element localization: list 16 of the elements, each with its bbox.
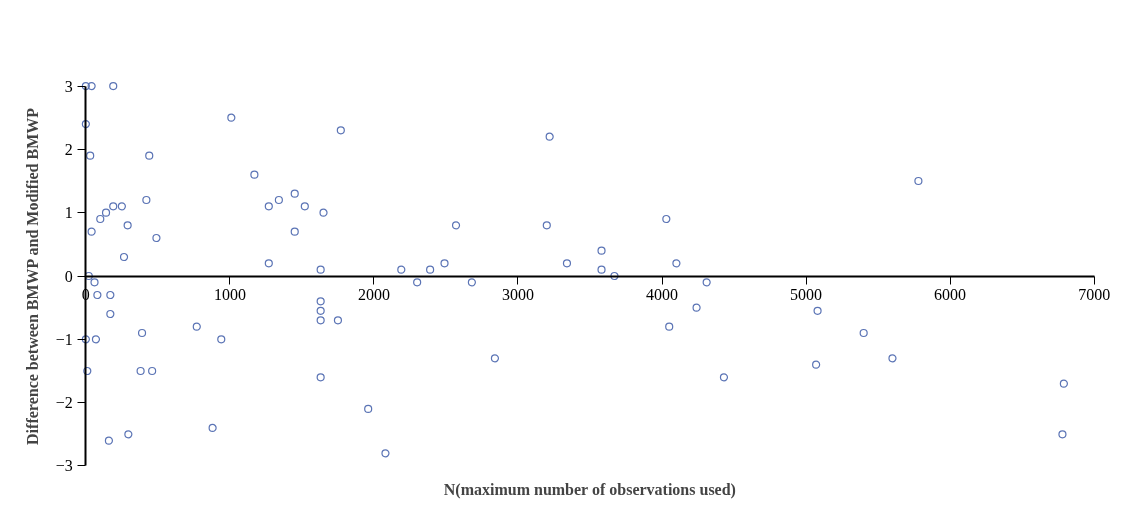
x-tick-label: 5000: [790, 286, 823, 303]
y-axis-title: Difference between BMWP and Modified BMWP: [23, 107, 41, 445]
x-tick-label: 1000: [213, 286, 246, 303]
x-tick-label: 2000: [357, 286, 390, 303]
y-tick-label: 1: [64, 204, 73, 222]
x-tick-label: 3000: [501, 286, 534, 303]
x-axis-title: N(maximum number of observations used): [443, 480, 736, 499]
x-tick-label: 4000: [646, 286, 679, 303]
y-tick-label: 0: [64, 267, 73, 285]
x-tick-label: 6000: [934, 286, 967, 303]
y-tick-label: −3: [55, 457, 73, 475]
y-tick-label: −2: [55, 394, 73, 412]
y-tick-label: 2: [64, 140, 73, 158]
y-tick-label: 3: [64, 77, 73, 95]
y-tick-label: −1: [55, 330, 73, 348]
x-tick-label: 7000: [1078, 286, 1111, 303]
